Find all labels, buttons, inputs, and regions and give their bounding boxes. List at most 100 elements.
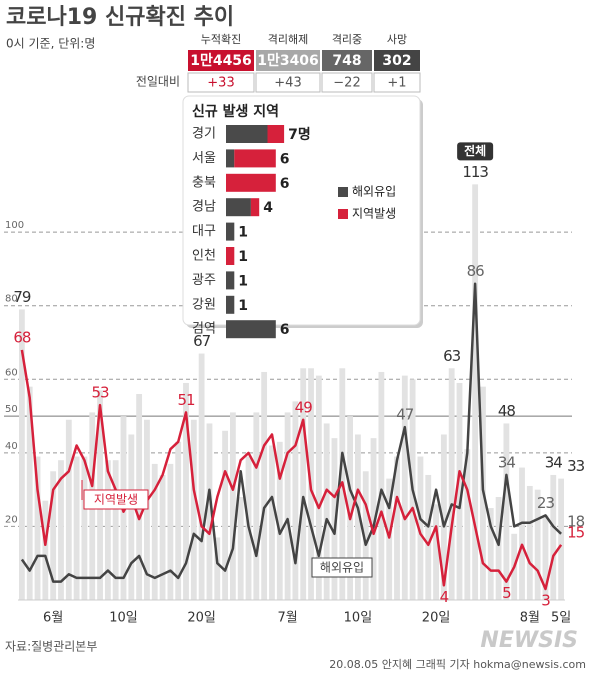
summary-change: +33 bbox=[207, 76, 234, 91]
total-label: 6 bbox=[280, 176, 290, 192]
data-label: 47 bbox=[396, 406, 414, 424]
category-label: 인천 bbox=[192, 249, 216, 264]
bar-segment bbox=[267, 125, 285, 143]
bar bbox=[503, 423, 510, 600]
bar bbox=[261, 371, 268, 600]
category-label: 검역 bbox=[192, 322, 216, 337]
data-label: 4 bbox=[440, 588, 449, 606]
bar-segment bbox=[226, 222, 235, 241]
credit: 20.08.05 안지혜 그래픽 기자 hokma@newsis.com bbox=[329, 658, 586, 671]
summary-value: 1만4456 bbox=[190, 53, 252, 69]
bar-segment bbox=[226, 320, 276, 339]
summary-change-label: 전일대비 bbox=[136, 75, 180, 89]
series-name: 지역발생 bbox=[94, 493, 138, 507]
series-name: 해외유입 bbox=[320, 561, 364, 575]
data-label: 33 bbox=[567, 457, 585, 475]
bar bbox=[269, 445, 275, 600]
summary-cell bbox=[188, 50, 254, 71]
bar bbox=[347, 416, 354, 600]
y-tick-label: 50 bbox=[5, 404, 18, 415]
bar-segment bbox=[226, 271, 235, 290]
bar-segment bbox=[226, 149, 235, 168]
data-label: 53 bbox=[92, 384, 110, 402]
bar bbox=[370, 438, 377, 600]
bar bbox=[534, 489, 541, 600]
x-tick-label: 10일 bbox=[344, 611, 373, 626]
bar-segment bbox=[226, 198, 251, 217]
x-tick-label: 10일 bbox=[109, 611, 138, 626]
logo: NEWSIS bbox=[480, 628, 578, 653]
data-label: 18 bbox=[567, 512, 585, 530]
bar bbox=[362, 471, 369, 600]
category-label: 서울 bbox=[192, 151, 216, 166]
bar bbox=[519, 467, 525, 600]
bar bbox=[73, 456, 80, 600]
data-label: 23 bbox=[537, 494, 555, 512]
bar bbox=[394, 456, 400, 600]
bar bbox=[198, 353, 205, 600]
summary-value: 302 bbox=[382, 53, 411, 69]
bar-segment bbox=[226, 295, 235, 314]
bar bbox=[355, 434, 361, 600]
total-label: 1 bbox=[238, 249, 248, 265]
bar bbox=[542, 515, 549, 600]
bar bbox=[417, 456, 424, 600]
bar bbox=[26, 386, 33, 600]
summary-value: 748 bbox=[332, 53, 361, 69]
bar bbox=[558, 478, 564, 600]
bar bbox=[42, 500, 49, 600]
bar bbox=[19, 309, 25, 600]
data-label: 113 bbox=[462, 163, 488, 181]
legend-swatch bbox=[338, 187, 348, 197]
data-label: 34 bbox=[498, 453, 516, 471]
summary-header: 격리중 bbox=[332, 33, 362, 46]
x-tick-label: 7월 bbox=[277, 611, 297, 626]
x-tick-label: 20일 bbox=[422, 611, 451, 626]
total-label: 6 bbox=[280, 151, 290, 167]
line bbox=[20, 349, 563, 591]
summary-cell bbox=[374, 50, 420, 71]
y-tick-label: 80 bbox=[5, 294, 18, 305]
bar-segment bbox=[226, 173, 276, 192]
total-label: 7명 bbox=[288, 126, 311, 143]
bar bbox=[495, 497, 502, 600]
bar bbox=[229, 412, 236, 600]
bar bbox=[128, 434, 135, 600]
y-tick-label: 100 bbox=[5, 220, 24, 231]
summary-change: −22 bbox=[333, 76, 360, 91]
data-label: 86 bbox=[467, 262, 485, 280]
summary-cell bbox=[256, 50, 320, 71]
summary-header: 격리해제 bbox=[268, 32, 308, 46]
bar bbox=[214, 537, 221, 600]
bar bbox=[331, 438, 338, 600]
bar bbox=[448, 368, 455, 600]
bar bbox=[237, 497, 244, 600]
bar bbox=[206, 423, 213, 600]
data-label: 34 bbox=[545, 453, 563, 471]
total-label: 1 bbox=[238, 273, 248, 289]
series-tag bbox=[83, 489, 149, 510]
summary-cell bbox=[322, 50, 372, 71]
bar bbox=[222, 430, 228, 600]
bar bbox=[487, 508, 494, 600]
data-label: 51 bbox=[177, 391, 195, 409]
bar bbox=[440, 434, 447, 600]
data-label: 3 bbox=[541, 591, 550, 609]
total-label: 4 bbox=[263, 200, 273, 216]
bar bbox=[81, 456, 88, 600]
total-label: 6 bbox=[280, 322, 290, 338]
category-label: 충북 bbox=[192, 175, 216, 190]
data-label: 79 bbox=[13, 288, 31, 306]
bar bbox=[425, 474, 432, 600]
bar bbox=[50, 471, 57, 600]
data-label: 49 bbox=[295, 398, 313, 416]
summary-change: +43 bbox=[274, 76, 301, 91]
summary-header: 누적확진 bbox=[201, 33, 241, 46]
series-name: 전체 bbox=[464, 143, 486, 158]
line bbox=[20, 282, 562, 583]
y-tick-label: 20 bbox=[5, 514, 18, 525]
bar bbox=[315, 375, 322, 600]
bar bbox=[386, 478, 393, 600]
